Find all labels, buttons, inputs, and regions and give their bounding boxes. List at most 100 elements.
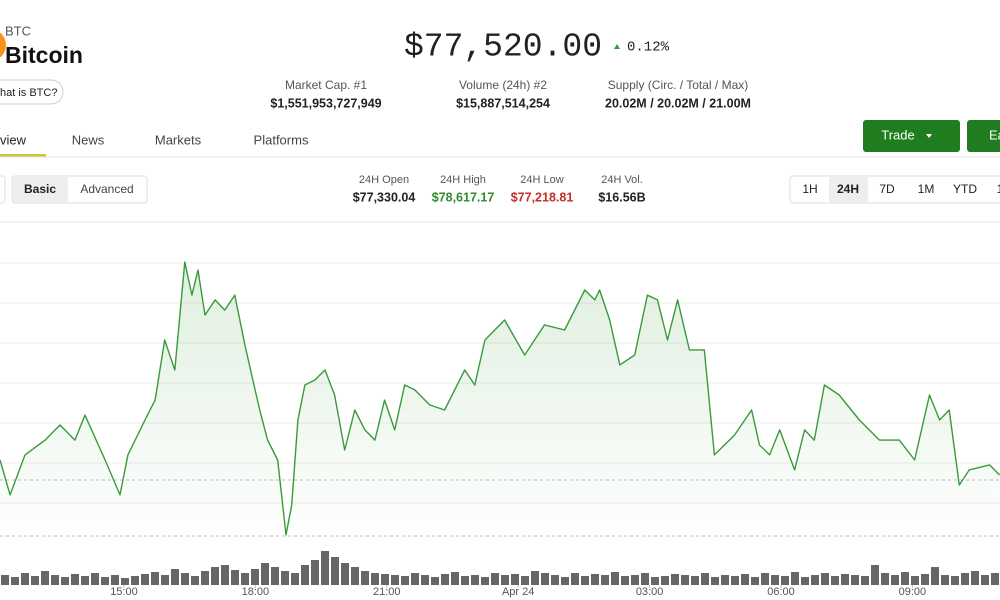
volume-bar bbox=[731, 576, 739, 585]
volume-bar bbox=[641, 573, 649, 585]
range-option[interactable]: 1H bbox=[802, 182, 817, 196]
stat-label: Market Cap. #1 bbox=[285, 78, 367, 92]
stat-label: Supply (Circ. / Total / Max) bbox=[608, 78, 748, 92]
volume-bar bbox=[721, 575, 729, 585]
day-stat-label: 24H High bbox=[440, 174, 486, 186]
volume-bar bbox=[481, 577, 489, 585]
volume-bar bbox=[241, 573, 249, 585]
volume-bar bbox=[551, 575, 559, 585]
volume-bar bbox=[301, 565, 309, 585]
volume-bar bbox=[941, 575, 949, 585]
day-stat-label: 24H Open bbox=[359, 174, 409, 186]
symbol: BTC bbox=[5, 23, 31, 38]
volume-bar bbox=[101, 577, 109, 585]
earn-button[interactable] bbox=[967, 120, 1000, 152]
volume-bar bbox=[741, 574, 749, 585]
cut-control[interactable] bbox=[0, 175, 6, 204]
day-stat-label: 24H Vol. bbox=[601, 174, 643, 186]
volume-bar bbox=[891, 575, 899, 585]
volume-bar bbox=[671, 574, 679, 585]
volume-bar bbox=[351, 567, 359, 585]
volume-bar bbox=[871, 565, 879, 585]
volume-bar bbox=[251, 569, 259, 585]
caret bbox=[926, 134, 932, 138]
volume-bar bbox=[461, 576, 469, 585]
earn-label[interactable]: Ea bbox=[989, 127, 1000, 142]
range-option[interactable]: 24H bbox=[837, 182, 859, 196]
x-tick-label: 03:00 bbox=[636, 586, 664, 598]
range-option[interactable]: YTD bbox=[953, 182, 977, 196]
volume-bar bbox=[951, 576, 959, 585]
volume-bar bbox=[561, 577, 569, 585]
stat-label: Volume (24h) #2 bbox=[459, 78, 547, 92]
tab[interactable]: view bbox=[0, 132, 27, 147]
range-option[interactable]: 1 bbox=[997, 182, 1000, 196]
volume-bar bbox=[441, 574, 449, 585]
trade-label[interactable]: Trade bbox=[881, 127, 914, 142]
volume-bar bbox=[841, 574, 849, 585]
tab[interactable]: Markets bbox=[155, 132, 202, 147]
volume-bar bbox=[11, 577, 19, 585]
volume-bar bbox=[261, 563, 269, 585]
volume-bar bbox=[401, 576, 409, 585]
day-stat-value: $78,617.17 bbox=[432, 190, 495, 204]
volume-bar bbox=[31, 576, 39, 585]
volume-bar bbox=[411, 573, 419, 585]
stat-value: 20.02M / 20.02M / 21.00M bbox=[605, 96, 751, 110]
price: $77,520.00 bbox=[404, 29, 602, 66]
about-button-label[interactable]: hat is BTC? bbox=[0, 87, 57, 99]
mode-advanced[interactable]: Advanced bbox=[80, 182, 133, 196]
volume-bar bbox=[531, 571, 539, 585]
volume-bar bbox=[701, 573, 709, 585]
volume-bar bbox=[801, 577, 809, 585]
volume-bar bbox=[141, 574, 149, 585]
volume-bar bbox=[521, 576, 529, 585]
volume-bar bbox=[761, 573, 769, 585]
volume-bar bbox=[981, 575, 989, 585]
volume-bar bbox=[371, 573, 379, 585]
mode-selected bbox=[13, 177, 68, 202]
price-change: 0.12% bbox=[627, 40, 670, 56]
day-stat-label: 24H Low bbox=[520, 174, 563, 186]
tab[interactable]: News bbox=[72, 132, 105, 147]
mode-basic[interactable]: Basic bbox=[24, 182, 56, 196]
volume-bar bbox=[51, 575, 59, 585]
x-tick-label: 06:00 bbox=[767, 586, 795, 598]
about-button[interactable] bbox=[0, 79, 64, 105]
price-area bbox=[0, 262, 1000, 548]
coin-name: Bitcoin bbox=[5, 42, 83, 68]
volume-bar bbox=[131, 576, 139, 585]
volume-bar bbox=[111, 575, 119, 585]
volume-bar bbox=[661, 576, 669, 585]
volume-bar bbox=[331, 557, 339, 585]
stat-value: $15,887,514,254 bbox=[456, 96, 550, 110]
volume-bar bbox=[631, 575, 639, 585]
range-option[interactable]: 7D bbox=[879, 182, 895, 196]
trade-button[interactable] bbox=[863, 120, 960, 152]
volume-bar bbox=[861, 576, 869, 585]
volume-bar bbox=[821, 573, 829, 585]
volume-bar bbox=[191, 576, 199, 585]
volume-bar bbox=[321, 551, 329, 585]
volume-bar bbox=[781, 576, 789, 585]
volume-bar bbox=[61, 577, 69, 585]
volume-bar bbox=[211, 567, 219, 585]
tab[interactable]: Platforms bbox=[254, 132, 309, 147]
volume-bar bbox=[341, 563, 349, 585]
volume-bar bbox=[381, 574, 389, 585]
volume-bar bbox=[651, 577, 659, 585]
volume-bar bbox=[691, 576, 699, 585]
volume-bar bbox=[681, 575, 689, 585]
range-option[interactable]: 1M bbox=[918, 182, 935, 196]
volume-bar bbox=[221, 565, 229, 585]
volume-bar bbox=[541, 573, 549, 585]
volume-bar bbox=[791, 572, 799, 585]
volume-bar bbox=[361, 571, 369, 585]
x-tick-label: 21:00 bbox=[373, 586, 401, 598]
volume-bar bbox=[81, 576, 89, 585]
volume-bar bbox=[71, 574, 79, 585]
volume-bar bbox=[611, 572, 619, 585]
volume-bar bbox=[991, 573, 999, 585]
volume-bar bbox=[291, 573, 299, 585]
